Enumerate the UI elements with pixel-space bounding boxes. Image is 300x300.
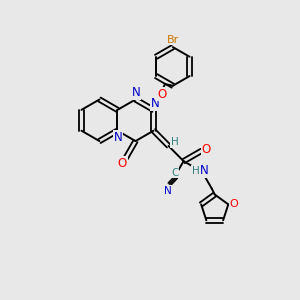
Text: N: N [200, 164, 209, 177]
Text: C: C [171, 168, 178, 178]
Text: N: N [151, 98, 159, 110]
Text: N: N [114, 131, 122, 144]
Text: H: H [171, 137, 178, 147]
Text: N: N [164, 186, 172, 196]
Text: H: H [192, 166, 200, 176]
Text: Br: Br [167, 35, 179, 45]
Text: O: O [201, 143, 211, 156]
Text: O: O [157, 88, 166, 101]
Text: N: N [132, 86, 141, 99]
Text: O: O [230, 200, 239, 209]
Text: O: O [118, 157, 127, 169]
